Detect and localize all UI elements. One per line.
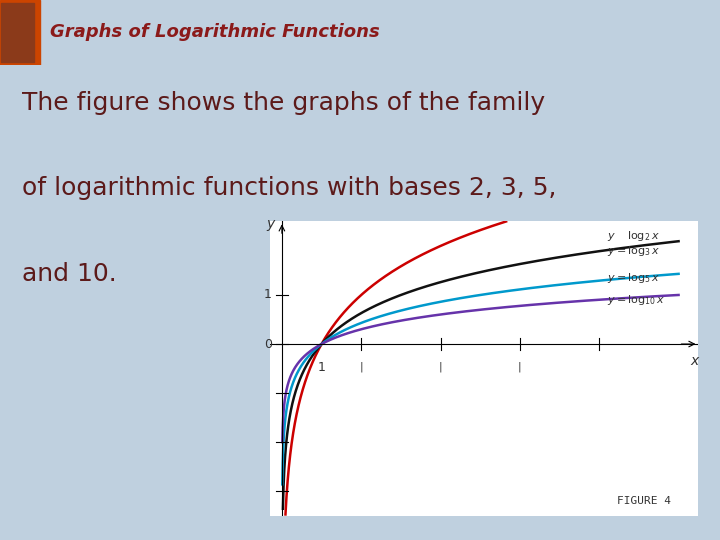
Text: $\log_2 x$: $\log_2 x$ [627,229,660,243]
Text: |: | [359,361,363,372]
Text: $y = \log_{10} x$: $y = \log_{10} x$ [607,293,665,307]
Bar [1,3,34,62]
Text: of logarithmic functions with bases 2, 3, 5,: of logarithmic functions with bases 2, 3… [22,176,556,200]
Text: |: | [438,361,442,372]
Text: $y = \log_5 x$: $y = \log_5 x$ [607,271,660,285]
Text: y: y [607,231,613,241]
Text: y: y [266,217,274,231]
Text: |: | [518,361,522,372]
Bar [0,0,40,65]
Text: The figure shows the graphs of the family: The figure shows the graphs of the famil… [22,91,545,114]
Text: 1: 1 [264,288,272,301]
Text: and 10.: and 10. [22,262,117,286]
Text: 0: 0 [264,338,272,350]
Text: Graphs of Logarithmic Functions: Graphs of Logarithmic Functions [50,23,380,42]
Text: FIGURE 4: FIGURE 4 [616,496,670,506]
Text: x: x [690,354,698,368]
Text: 1: 1 [318,361,325,374]
Text: $y = \log_3 x$: $y = \log_3 x$ [607,244,660,258]
